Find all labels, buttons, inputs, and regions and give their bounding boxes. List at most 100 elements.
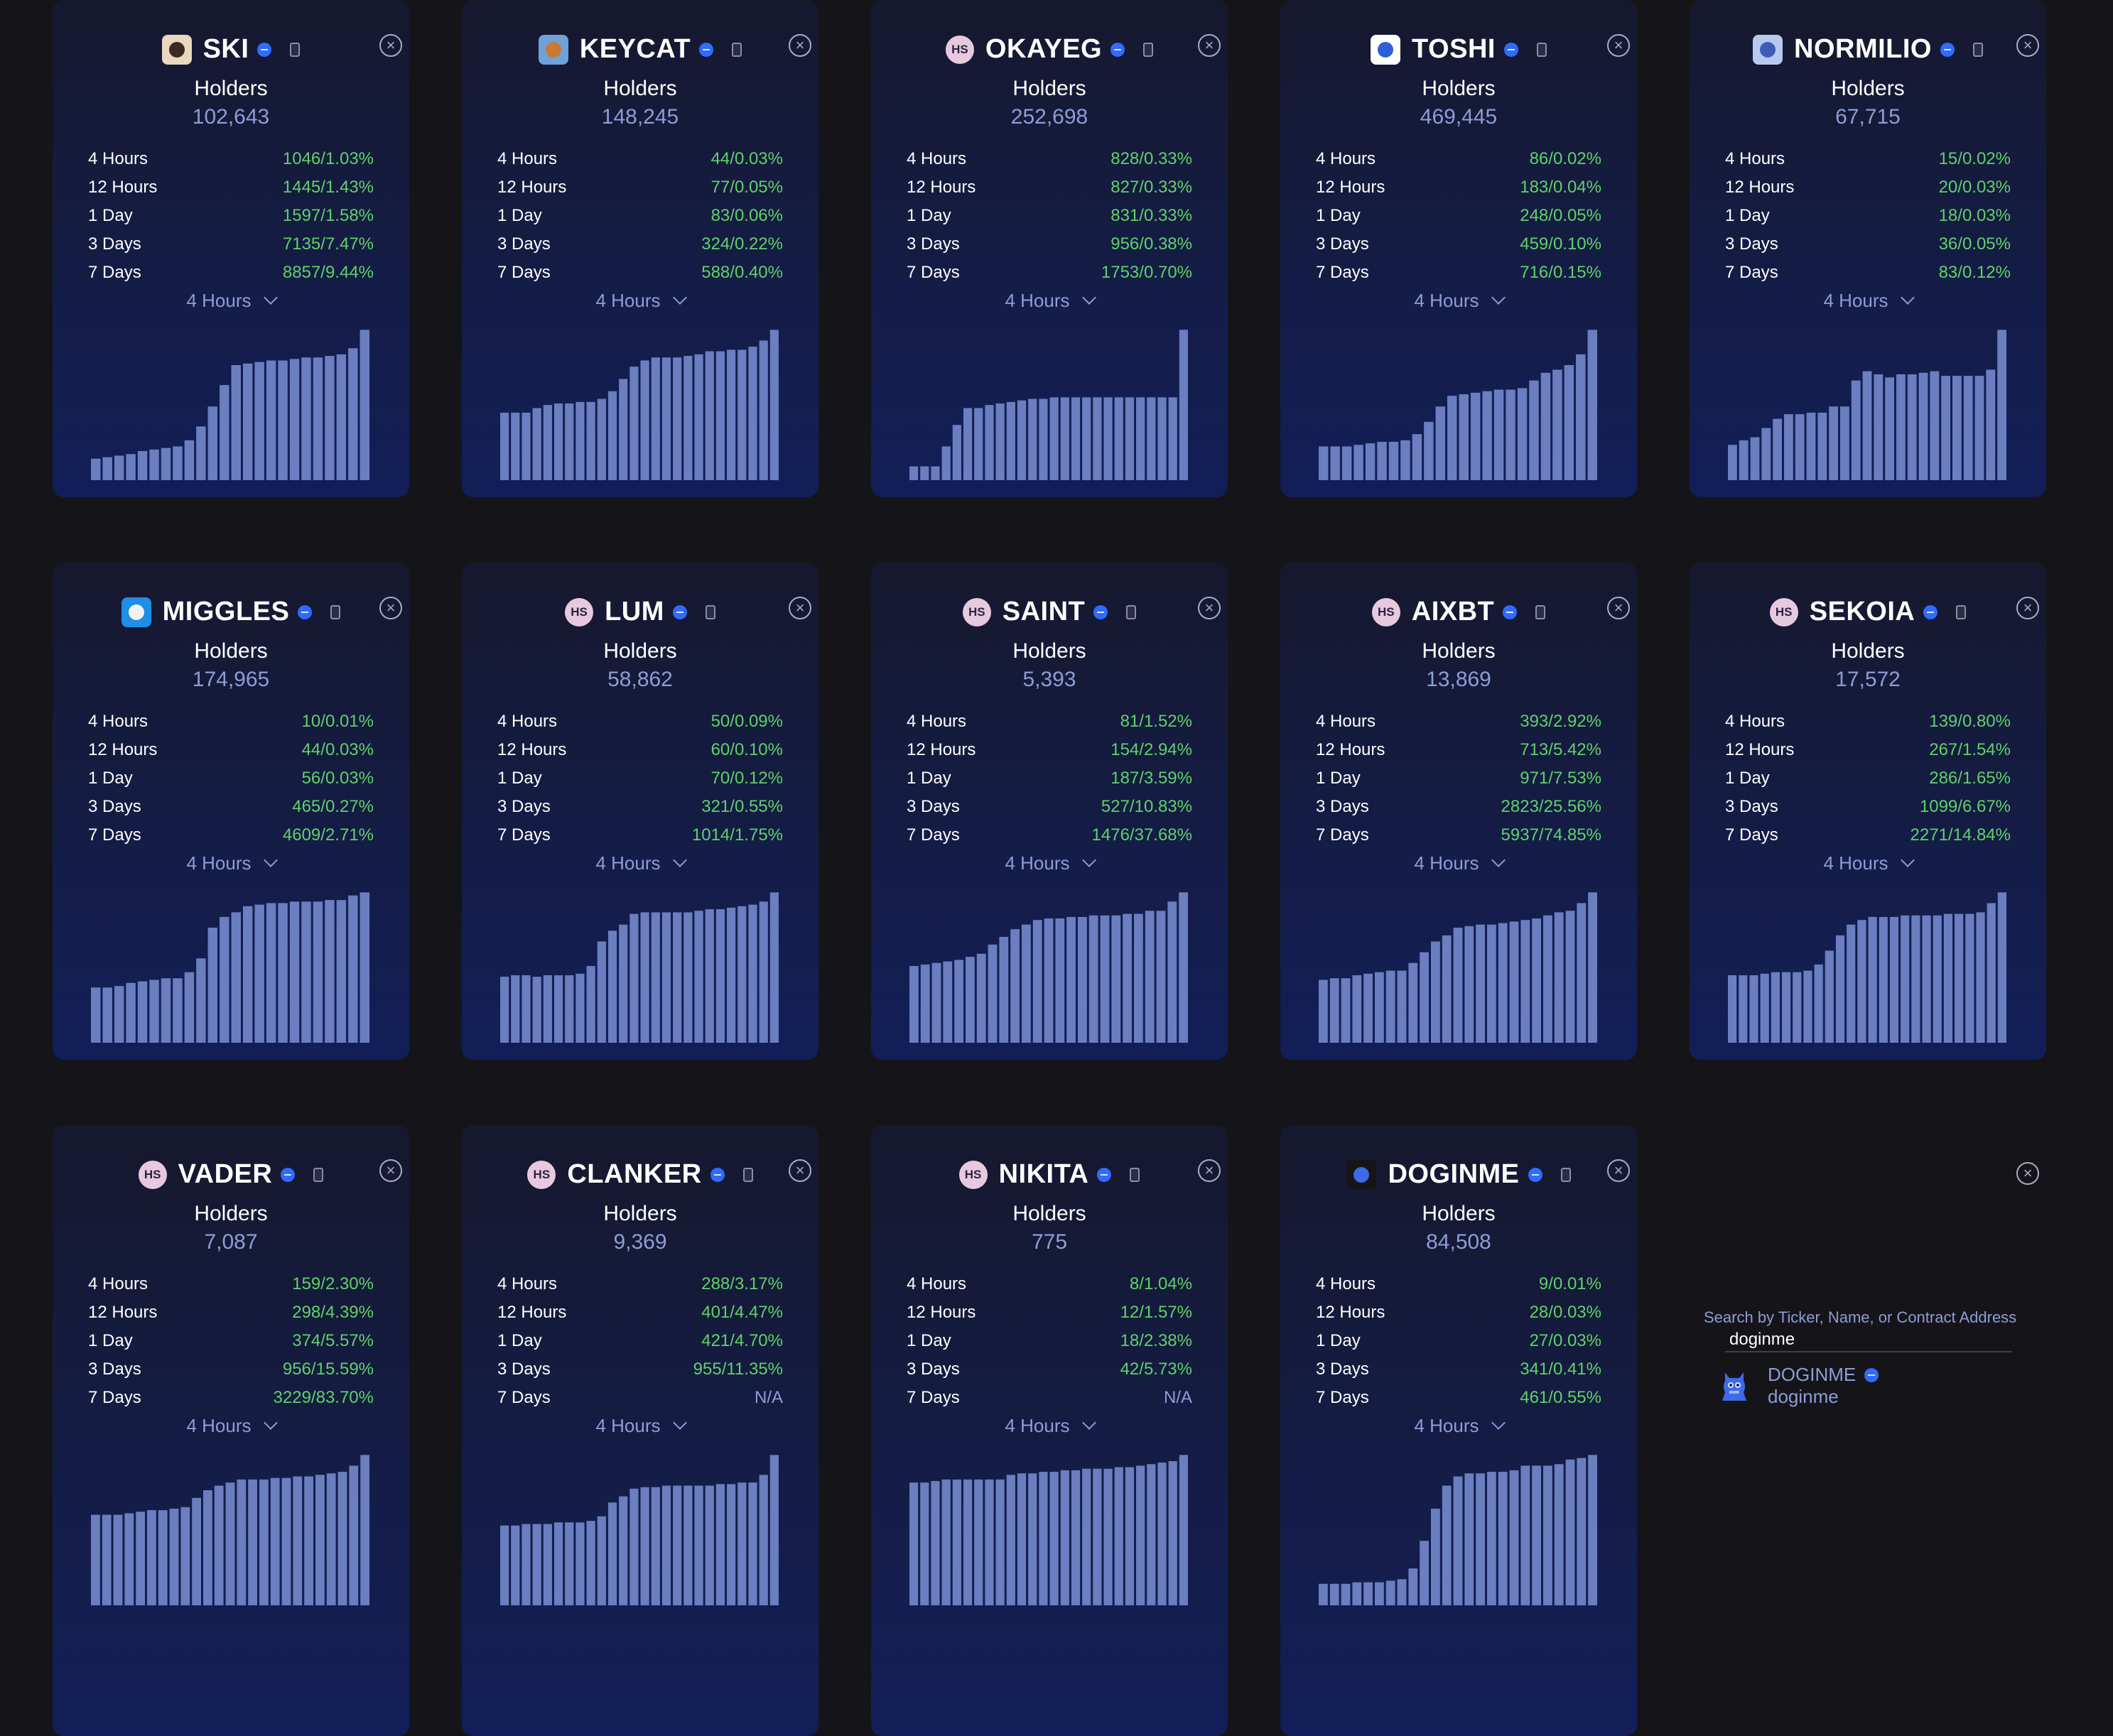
chart-bar (1933, 916, 1942, 1043)
close-icon[interactable]: × (1198, 597, 1221, 619)
doginme-logo-icon (1719, 1368, 1749, 1404)
chart-bar (1577, 1458, 1586, 1605)
chart-bar (1807, 413, 1816, 480)
stat-change: 955/11.35% (693, 1355, 783, 1384)
copy-icon[interactable] (313, 1168, 323, 1182)
search-input[interactable] (1725, 1328, 2012, 1352)
copy-icon[interactable] (330, 605, 340, 619)
chart-bar (587, 402, 595, 480)
period-dropdown[interactable]: 4 Hours (1280, 1415, 1637, 1437)
chevron-down-icon (264, 853, 278, 867)
chevron-down-icon (1491, 291, 1506, 305)
chart-bar (706, 909, 714, 1043)
period-dropdown[interactable]: 4 Hours (53, 1415, 409, 1437)
stat-row: 7 Days 8857/9.44% (88, 259, 374, 287)
close-icon[interactable]: × (1607, 1159, 1630, 1182)
copy-icon[interactable] (290, 43, 300, 57)
chart-bar (737, 1482, 746, 1605)
card-title: HS AIXBT (1280, 597, 1637, 627)
copy-icon[interactable] (1130, 1168, 1140, 1182)
chart-bar (1588, 1455, 1597, 1605)
period-dropdown[interactable]: 4 Hours (1280, 290, 1637, 312)
stat-change: 44/0.03% (711, 145, 783, 173)
period-dropdown[interactable]: 4 Hours (871, 1415, 1228, 1437)
chart-bar (1829, 406, 1838, 480)
period-dropdown[interactable]: 4 Hours (53, 290, 409, 312)
close-icon[interactable]: × (789, 1159, 811, 1182)
close-icon[interactable]: × (379, 1159, 402, 1182)
stat-change: 86/0.02% (1530, 145, 1601, 173)
stat-period: 3 Days (497, 230, 551, 259)
chart-bar (1431, 941, 1440, 1043)
stat-period: 12 Hours (907, 173, 976, 202)
chart-bar (313, 357, 323, 480)
close-icon[interactable]: × (379, 34, 402, 57)
chart-bar (232, 365, 241, 480)
token-ticker: SAINT (1003, 597, 1086, 627)
stat-row: 7 Days N/A (497, 1384, 783, 1412)
close-icon[interactable]: × (1198, 1159, 1221, 1182)
copy-icon[interactable] (1956, 605, 1966, 619)
card-title: HS OKAYEG (871, 34, 1228, 65)
holders-count: 252,698 (871, 105, 1228, 129)
chart-bar (1476, 925, 1485, 1043)
period-dropdown[interactable]: 4 Hours (462, 1415, 818, 1437)
copy-icon[interactable] (1973, 43, 1983, 57)
chart-bar (1955, 914, 1963, 1043)
copy-icon[interactable] (1126, 605, 1136, 619)
token-ticker: NORMILIO (1794, 34, 1932, 65)
search-result-item[interactable]: DOGINME doginme (1719, 1364, 1879, 1408)
copy-icon[interactable] (1535, 605, 1545, 619)
token-card-nikita: HS NIKITA × Holders 775 4 Hours 8/1.04% 12 Hour… (871, 1125, 1228, 1736)
period-dropdown[interactable]: 4 Hours (871, 290, 1228, 312)
token-ticker: CLANKER (567, 1159, 701, 1190)
search-panel-close-icon[interactable]: × (2016, 1162, 2039, 1185)
stat-change: 527/10.83% (1101, 793, 1192, 821)
copy-icon[interactable] (706, 605, 715, 619)
stat-row: 4 Hours 15/0.02% (1725, 145, 2011, 173)
period-dropdown[interactable]: 4 Hours (1690, 290, 2046, 312)
stat-period: 4 Hours (1316, 707, 1376, 736)
close-icon[interactable]: × (789, 34, 811, 57)
copy-icon[interactable] (1561, 1168, 1571, 1182)
holders-count: 7,087 (53, 1230, 409, 1254)
close-icon[interactable]: × (2016, 34, 2039, 57)
chart-bar (909, 966, 919, 1043)
chart-bar (1022, 925, 1031, 1043)
token-ticker: TOSHI (1412, 34, 1496, 65)
period-dropdown[interactable]: 4 Hours (53, 852, 409, 874)
chart-bar (1342, 446, 1351, 480)
stat-change: 324/0.22% (701, 230, 783, 259)
chart-bar (1078, 917, 1087, 1043)
copy-icon[interactable] (1143, 43, 1153, 57)
copy-icon[interactable] (743, 1168, 753, 1182)
chart-bar (185, 440, 194, 480)
close-icon[interactable]: × (1607, 34, 1630, 57)
copy-icon[interactable] (1537, 43, 1547, 57)
chart-bar (208, 928, 217, 1043)
stat-row: 3 Days 955/11.35% (497, 1355, 783, 1384)
chart-bar (977, 954, 986, 1043)
period-dropdown[interactable]: 4 Hours (462, 852, 818, 874)
chart-bar (706, 352, 714, 480)
close-icon[interactable]: × (379, 597, 402, 619)
chart-bar (1576, 354, 1585, 480)
period-dropdown[interactable]: 4 Hours (871, 852, 1228, 874)
stat-row: 4 Hours 86/0.02% (1316, 145, 1601, 173)
period-dropdown[interactable]: 4 Hours (1690, 852, 2046, 874)
card-title: HS SAINT (871, 597, 1228, 627)
close-icon[interactable]: × (1607, 597, 1630, 619)
chart-bar (138, 451, 147, 480)
copy-icon[interactable] (732, 43, 742, 57)
stat-period: 3 Days (88, 230, 141, 259)
close-icon[interactable]: × (2016, 597, 2039, 619)
chart-bar (1179, 330, 1188, 480)
chart-bar (1869, 917, 1877, 1043)
chart-bar (716, 352, 725, 480)
period-dropdown[interactable]: 4 Hours (1280, 852, 1637, 874)
close-icon[interactable]: × (1198, 34, 1221, 57)
chart-bar (220, 917, 229, 1043)
close-icon[interactable]: × (789, 597, 811, 619)
stat-row: 7 Days 588/0.40% (497, 259, 783, 287)
period-dropdown[interactable]: 4 Hours (462, 290, 818, 312)
